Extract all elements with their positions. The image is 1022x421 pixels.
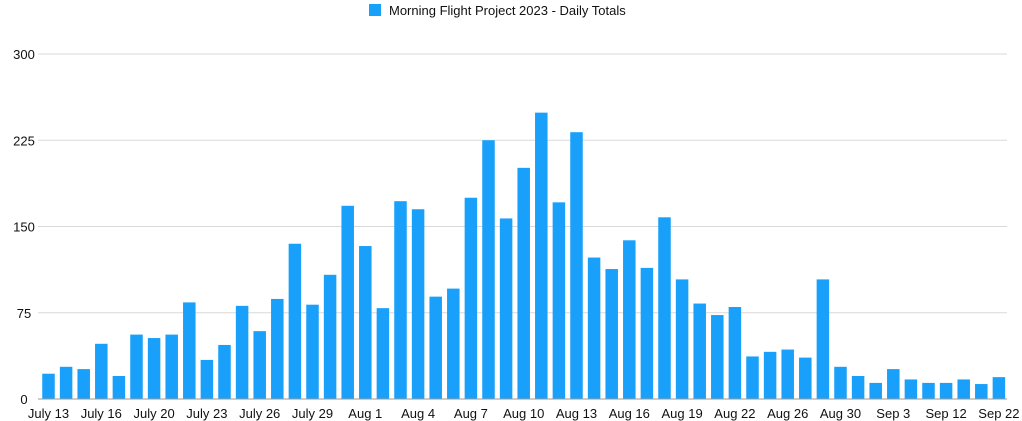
bar xyxy=(77,369,90,399)
bar xyxy=(464,197,478,399)
legend-label: Morning Flight Project 2023 - Daily Tota… xyxy=(389,3,626,18)
bar xyxy=(728,307,742,399)
bar xyxy=(640,267,654,399)
bar xyxy=(781,349,794,399)
bar xyxy=(95,343,108,399)
x-axis-tick-labels: July 13 July 16 July 20 July 23 July 26 July … xyxy=(28,406,1020,421)
bar xyxy=(851,376,865,399)
y-tick-label: 0 xyxy=(20,392,27,407)
bar xyxy=(183,302,196,399)
bar xyxy=(887,369,900,399)
bar xyxy=(42,373,55,399)
bar xyxy=(799,357,812,399)
bar xyxy=(394,201,407,399)
x-tick-label: Aug 22 xyxy=(714,406,755,421)
bar xyxy=(939,382,953,399)
x-tick-label: Aug 7 xyxy=(454,406,488,421)
x-tick-label: Aug 16 xyxy=(609,406,650,421)
legend-swatch xyxy=(369,4,381,16)
bar xyxy=(623,240,636,399)
bar xyxy=(658,217,671,399)
bar xyxy=(306,304,319,399)
bar xyxy=(869,382,882,399)
y-tick-label: 225 xyxy=(13,133,35,148)
bar xyxy=(816,279,830,399)
x-tick-label: Aug 1 xyxy=(348,406,382,421)
bar xyxy=(59,366,73,399)
x-tick-label: Aug 10 xyxy=(503,406,544,421)
bar xyxy=(570,132,583,399)
bar xyxy=(218,344,231,399)
bar xyxy=(253,331,266,399)
bar xyxy=(359,246,372,399)
x-tick-label: July 23 xyxy=(186,406,227,421)
bar xyxy=(288,243,302,399)
bar xyxy=(922,382,935,399)
bar xyxy=(147,338,161,399)
bar xyxy=(517,167,530,399)
bar xyxy=(376,308,390,399)
bar xyxy=(535,112,548,400)
bar xyxy=(675,279,689,399)
bar xyxy=(904,379,918,399)
bar xyxy=(975,384,988,399)
x-tick-label: Aug 4 xyxy=(401,406,435,421)
legend: Morning Flight Project 2023 - Daily Tota… xyxy=(369,3,626,18)
bar xyxy=(341,205,354,399)
x-tick-label: Sep 12 xyxy=(925,406,966,421)
bar xyxy=(112,376,126,399)
bar xyxy=(482,140,495,399)
bar xyxy=(429,296,442,399)
x-tick-label: July 13 xyxy=(28,406,69,421)
x-tick-label: Sep 3 xyxy=(876,406,910,421)
y-tick-label: 150 xyxy=(13,220,35,235)
x-tick-label: July 26 xyxy=(239,406,280,421)
bars xyxy=(42,112,1006,400)
x-tick-label: July 16 xyxy=(81,406,122,421)
bar xyxy=(605,269,618,399)
bar xyxy=(834,366,847,399)
bar xyxy=(411,209,425,399)
x-tick-label: Aug 26 xyxy=(767,406,808,421)
bar xyxy=(447,288,460,399)
bar xyxy=(130,334,143,399)
y-tick-label: 75 xyxy=(17,306,31,321)
x-tick-label: Aug 19 xyxy=(661,406,702,421)
x-tick-label: Sep 22 xyxy=(978,406,1019,421)
bar xyxy=(200,359,214,399)
bar xyxy=(235,305,249,399)
x-tick-label: July 29 xyxy=(292,406,333,421)
x-tick-label: July 20 xyxy=(133,406,174,421)
bar xyxy=(552,202,566,399)
bar xyxy=(165,334,178,399)
x-tick-label: Aug 30 xyxy=(820,406,861,421)
bar xyxy=(323,274,337,399)
bar xyxy=(711,315,724,399)
bar xyxy=(693,303,706,399)
y-tick-label: 300 xyxy=(13,47,35,62)
bar xyxy=(746,356,759,399)
x-tick-label: Aug 13 xyxy=(556,406,597,421)
bar xyxy=(271,298,284,399)
bar xyxy=(587,257,601,399)
bar xyxy=(957,379,970,399)
y-axis-tick-labels: 0 75 150 225 300 xyxy=(13,47,35,407)
bar xyxy=(992,377,1006,399)
bar xyxy=(499,218,513,399)
bar xyxy=(763,351,777,399)
